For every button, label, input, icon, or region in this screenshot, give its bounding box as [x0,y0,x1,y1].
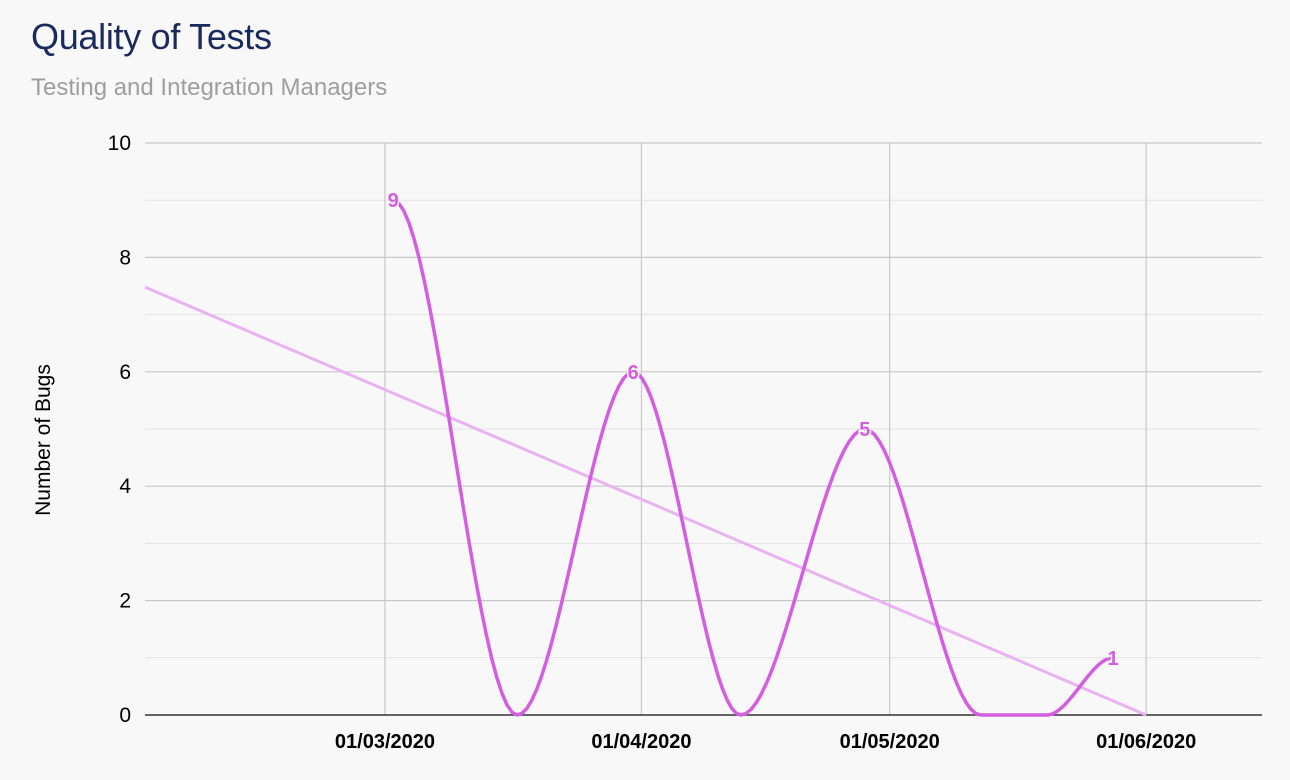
trendline [144,285,1147,717]
x-tick-label: 01/06/2020 [1096,731,1196,753]
y-axis-ticks: 0 2 4 6 8 10 [108,132,132,727]
series-layer [392,198,1114,717]
y-tick-label: 0 [119,704,131,727]
y-tick-label: 8 [119,246,131,269]
y-axis-title: Number of Bugs [32,364,55,516]
x-tick-label: 01/03/2020 [335,731,435,753]
data-label: 9 [388,190,399,212]
y-tick-label: 2 [119,590,131,613]
data-label: 1 [1108,648,1119,670]
data-labels: 9 6 5 1 [386,189,1120,672]
data-label: 5 [859,419,870,441]
trendline-path [144,285,1147,717]
y-tick-label: 10 [108,132,131,155]
y-tick-label: 4 [119,475,131,498]
y-tick-label: 6 [119,361,131,384]
chart-title: Quality of Tests [31,16,272,57]
x-axis-ticks: 01/03/2020 01/04/2020 01/05/2020 01/06/2020 [335,731,1196,753]
chart-subtitle: Testing and Integration Managers [31,74,388,101]
series-line [392,198,1114,717]
x-tick-label: 01/04/2020 [591,731,691,753]
x-tick-label: 01/05/2020 [840,731,940,753]
data-label: 6 [628,362,639,384]
grid-lines [145,142,1262,716]
